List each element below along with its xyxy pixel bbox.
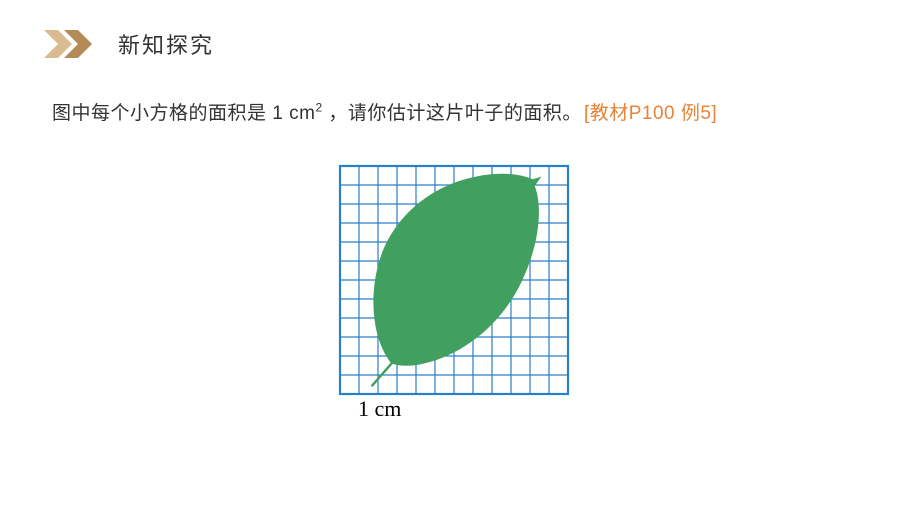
section-title: 新知探究	[118, 28, 214, 60]
problem-prefix: 图中每个小方格的面积是	[52, 103, 267, 124]
grid-leaf-svg	[338, 164, 570, 396]
area-exponent: 2	[315, 101, 322, 115]
area-value: 1 cm	[267, 103, 316, 124]
scale-label: 1 cm	[358, 396, 401, 422]
chevron-double-icon	[44, 30, 100, 58]
grid-leaf-figure	[338, 164, 570, 401]
textbook-reference: [教材P100 例5]	[584, 103, 717, 124]
slide-header: 新知探究	[44, 28, 214, 60]
problem-suffix: ，请你估计这片叶子的面积。	[323, 103, 582, 124]
problem-statement: 图中每个小方格的面积是 1 cm2 ，请你估计这片叶子的面积。[教材P100 例…	[52, 98, 717, 125]
